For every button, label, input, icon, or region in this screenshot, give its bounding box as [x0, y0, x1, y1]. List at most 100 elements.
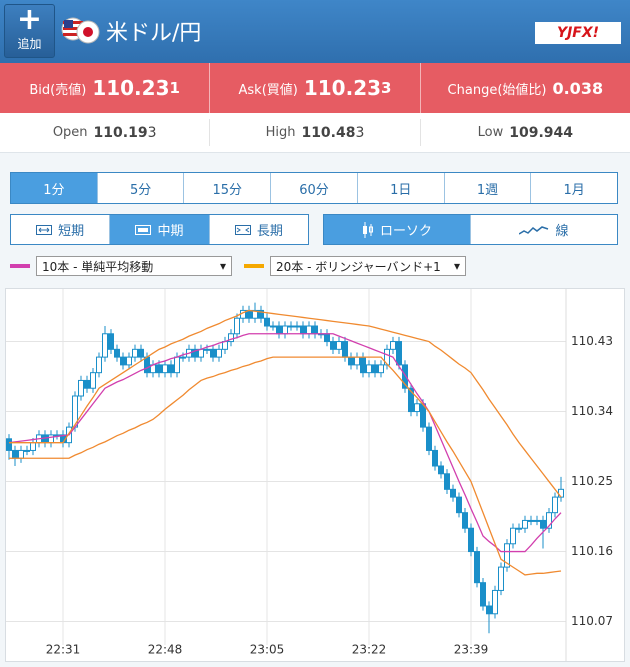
y-tick-label: 110.16: [571, 544, 613, 558]
candle-body: [138, 348, 144, 358]
tab-label: 60分: [299, 182, 329, 198]
candle-body: [228, 333, 234, 343]
candle-body: [180, 356, 186, 359]
candle-body: [18, 449, 24, 459]
indicator-line: [9, 309, 562, 498]
candle-body: [342, 341, 348, 358]
candle-body: [204, 348, 210, 351]
candle-body: [552, 496, 558, 514]
candle-body: [486, 605, 492, 615]
candle-body: [432, 449, 438, 467]
candle-body: [462, 512, 468, 529]
candle-body: [528, 519, 534, 522]
pip: 3: [355, 124, 365, 141]
candle-body: [6, 438, 12, 451]
add-button[interactable]: + 追加: [4, 4, 55, 58]
tab[interactable]: 1月: [531, 173, 617, 203]
candle-body: [216, 348, 222, 358]
select-text: 20本 - ボリンジャーバンド+1: [276, 259, 441, 274]
tab[interactable]: ローソク: [324, 215, 471, 244]
candle-body: [174, 356, 180, 374]
chart: 110.07 110.16 110.25 110.34 110.43 22:31 22:48…: [6, 289, 613, 661]
candle-body: [492, 589, 498, 615]
candle-body: [444, 473, 450, 490]
candle-body: [426, 426, 432, 451]
y-tick-label: 110.43: [571, 334, 613, 348]
tab[interactable]: 1週: [445, 173, 532, 203]
tab[interactable]: 60分: [271, 173, 358, 203]
indicator-select[interactable]: 20本 - ボリンジャーバンド+1 ▾: [270, 256, 466, 276]
select-text: 10本 - 単純平均移動: [42, 259, 154, 274]
swatch: [244, 264, 264, 268]
candle-body: [264, 317, 270, 327]
candle-body: [438, 465, 444, 475]
tab[interactable]: 1分: [11, 173, 98, 203]
pair-title: 米ドル/円: [106, 21, 202, 46]
candle-body: [120, 356, 126, 366]
indicator-select[interactable]: 10本 - 単純平均移動 ▾: [36, 256, 232, 276]
flag-icon: [61, 17, 100, 44]
candle-body: [558, 488, 564, 498]
tab-label: 長期: [256, 224, 283, 239]
candle-body: [450, 488, 456, 498]
indicator: 10本 - 単純平均移動 ▾: [10, 256, 232, 276]
candle-body: [522, 519, 528, 529]
tab-label: 線: [555, 224, 569, 239]
candle-body: [198, 348, 204, 358]
value: 109.944: [509, 124, 573, 141]
label: Low: [477, 125, 504, 140]
y-tick-label: 110.07: [571, 614, 613, 628]
stats-row: Open 110.19 3 High 110.48 3 Low 109.944: [0, 113, 630, 153]
candle-body: [354, 356, 360, 366]
low: Low 109.944: [421, 119, 630, 146]
tab[interactable]: 1日: [358, 173, 445, 203]
price: 110.23: [303, 76, 382, 100]
x-tick-label: 23:22: [352, 643, 387, 657]
chart-frame: 110.07 110.16 110.25 110.34 110.43 22:31 22:48…: [5, 288, 625, 662]
candle-body: [294, 325, 300, 328]
x-tick-label: 23:05: [250, 643, 285, 657]
candle-body: [114, 348, 120, 358]
candle-body: [192, 348, 198, 358]
candle-body: [396, 341, 402, 366]
swatch: [10, 264, 30, 268]
tab[interactable]: 長期: [210, 215, 308, 244]
candle-body: [510, 527, 516, 545]
candle-body: [516, 527, 522, 530]
candle-body: [210, 348, 216, 358]
tab[interactable]: 線: [471, 215, 617, 244]
x-tick-label: 23:39: [454, 643, 489, 657]
header: + 追加 米ドル/円 YJFX!: [0, 0, 630, 63]
label: Change(始値比): [447, 82, 547, 98]
tab[interactable]: 短期: [11, 215, 111, 244]
candle-body: [402, 364, 408, 389]
candle-body: [378, 364, 384, 374]
candle-body: [132, 348, 138, 358]
candle-body: [234, 317, 240, 335]
candle-body: [348, 356, 354, 366]
candle-body: [144, 356, 150, 374]
pip: 3: [381, 79, 392, 97]
y-tick-label: 110.25: [571, 474, 613, 488]
value: 0.038: [552, 78, 604, 98]
candle-body: [84, 379, 90, 389]
candle-body: [360, 356, 366, 374]
candle-body: [12, 449, 18, 459]
x-tick-label: 22:31: [46, 643, 81, 657]
candle-body: [90, 372, 96, 389]
tab[interactable]: 5分: [98, 173, 185, 203]
tab[interactable]: 15分: [184, 173, 272, 203]
tab[interactable]: 中期: [110, 215, 210, 244]
tab-label: 1分: [43, 182, 65, 198]
candle-body: [306, 325, 312, 335]
tab-label: 短期: [58, 224, 85, 239]
price: 110.23: [92, 76, 170, 100]
tab-label: 1月: [563, 182, 585, 198]
candle-body: [414, 403, 420, 413]
ask: Ask(買値) 110.23 3: [210, 63, 421, 113]
candle-body: [24, 449, 30, 452]
candle-body: [336, 341, 342, 350]
candle-body: [300, 325, 306, 335]
candle-body: [390, 341, 396, 350]
candle-body: [108, 333, 114, 350]
